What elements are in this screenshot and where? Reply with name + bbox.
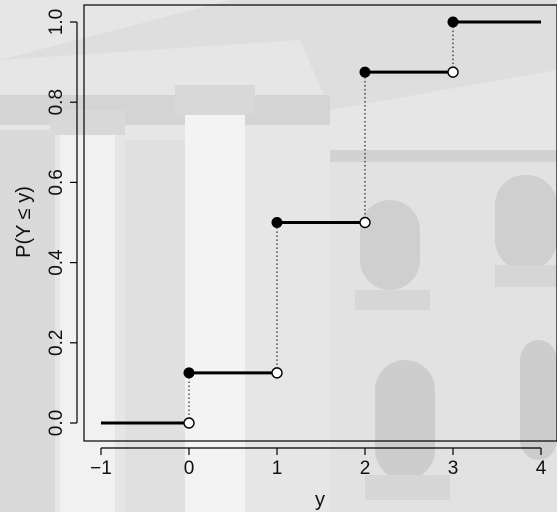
y-tick-label: 0.0 [46, 410, 67, 436]
y-tick-label: 0.6 [46, 169, 67, 195]
axes: −1 0 1 2 3 4 0.0 0.2 0.4 0.6 0.8 1.0 [46, 9, 547, 479]
closed-point [183, 367, 195, 379]
step-points [183, 16, 459, 429]
y-tick-label: 1.0 [46, 9, 67, 35]
plot-frame [83, 4, 557, 442]
open-point [183, 417, 195, 429]
open-point [447, 66, 459, 78]
closed-point [447, 16, 459, 28]
x-tick-label: −1 [90, 458, 112, 479]
closed-point [271, 217, 283, 228]
x-tick-label: 1 [272, 458, 283, 479]
x-tick-label: 4 [536, 458, 547, 479]
y-tick-label: 0.8 [46, 89, 67, 115]
y-tick-label: 0.2 [46, 330, 67, 356]
open-point [359, 216, 371, 229]
jump-lines [188, 22, 454, 423]
y-axis-label: P(Y ≤ y) [13, 186, 35, 258]
step-segments [101, 20, 541, 425]
x-tick-label: 2 [360, 458, 371, 479]
closed-point [359, 66, 371, 78]
x-axis-label: y [315, 489, 325, 511]
x-tick-label: 0 [184, 458, 195, 479]
y-tick-label: 0.4 [46, 249, 67, 276]
x-tick-label: 3 [448, 458, 459, 479]
open-point [271, 367, 283, 379]
